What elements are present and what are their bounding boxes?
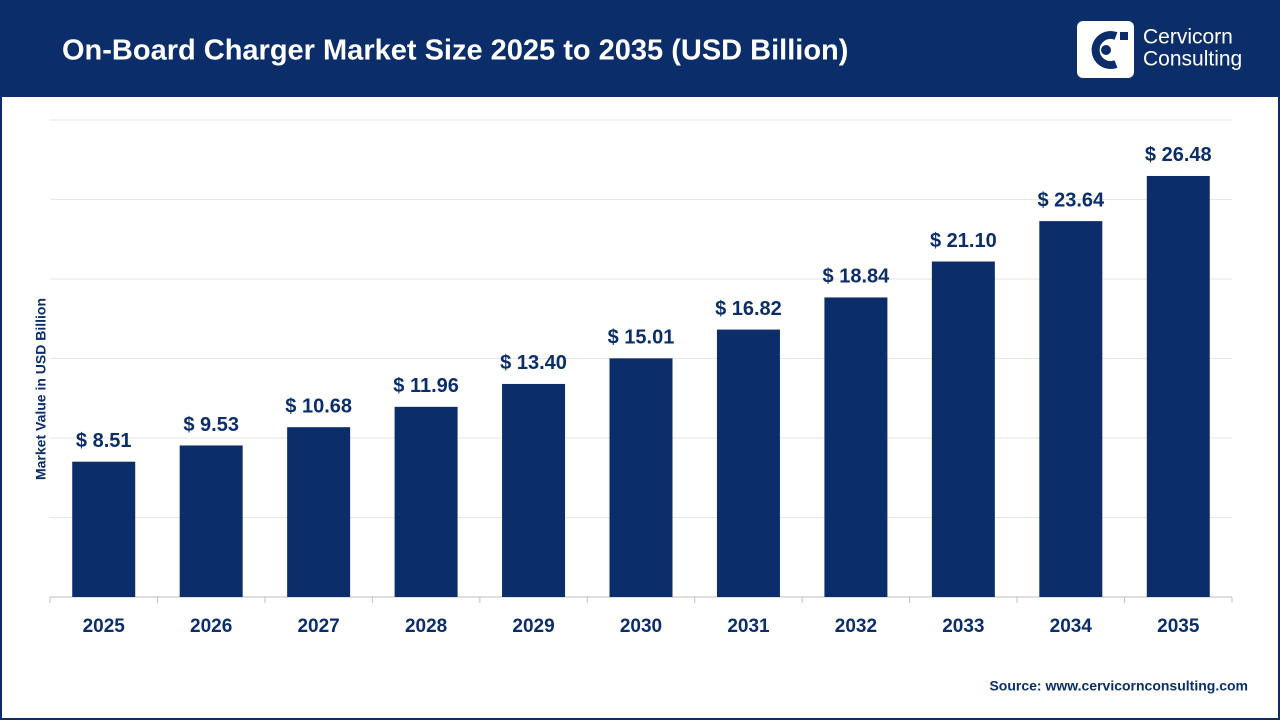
logo-mark — [1091, 31, 1118, 69]
x-tick-label: 2032 — [835, 616, 877, 637]
bar — [1039, 221, 1103, 597]
value-label: $ 15.01 — [608, 327, 675, 349]
value-label: $ 8.51 — [76, 430, 132, 452]
bar — [502, 383, 566, 597]
x-tick-label: 2026 — [190, 616, 232, 637]
x-tick-label: 2030 — [620, 616, 662, 637]
bar — [287, 427, 351, 597]
x-tick-label: 2029 — [512, 616, 554, 637]
header-band — [0, 0, 1280, 97]
bar — [1146, 175, 1210, 597]
bar — [716, 329, 780, 597]
bar — [72, 461, 136, 597]
x-tick-label: 2035 — [1157, 616, 1200, 637]
logo-dot — [1101, 45, 1111, 55]
chart-title: On-Board Charger Market Size 2025 to 203… — [62, 35, 848, 67]
brand-line: Consulting — [1143, 48, 1242, 71]
value-label: $ 21.10 — [930, 230, 997, 252]
value-label: $ 16.82 — [715, 298, 782, 320]
value-label: $ 23.64 — [1037, 189, 1105, 211]
value-label: $ 11.96 — [393, 375, 459, 397]
x-tick-label: 2028 — [405, 616, 447, 637]
value-label: $ 9.53 — [183, 414, 239, 436]
value-label: $ 18.84 — [823, 266, 891, 288]
bar — [394, 406, 458, 597]
value-label: $ 13.40 — [500, 352, 567, 374]
brand-line: Cervicorn — [1143, 26, 1233, 49]
bar — [179, 445, 243, 597]
x-tick-label: 2033 — [942, 616, 984, 637]
bar — [824, 297, 888, 597]
x-tick-label: 2027 — [297, 616, 339, 637]
x-tick-label: 2034 — [1050, 616, 1093, 637]
source: Source: www.cervicornconsulting.com — [989, 678, 1248, 694]
y-axis-label: Market Value in USD Billion — [33, 298, 49, 480]
value-label: $ 10.68 — [285, 395, 352, 417]
bar — [609, 358, 673, 597]
logo-square — [1120, 32, 1128, 40]
value-label: $ 26.48 — [1145, 144, 1212, 166]
bar — [931, 261, 995, 597]
x-tick-label: 2025 — [83, 616, 126, 637]
x-tick-label: 2031 — [727, 616, 770, 637]
